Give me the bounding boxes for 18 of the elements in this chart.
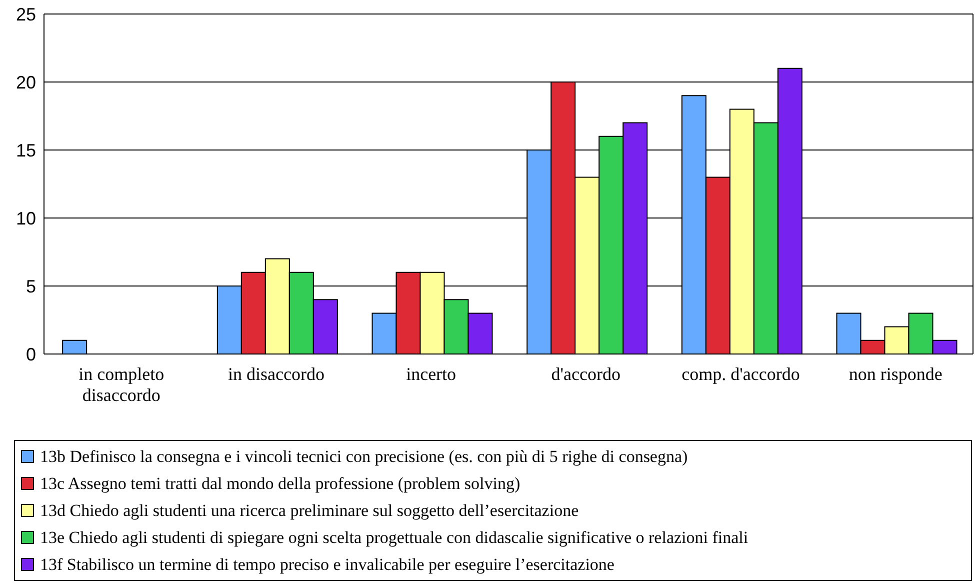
y-tick-label: 10 <box>16 208 36 228</box>
y-tick-label: 5 <box>26 276 36 296</box>
x-tick-label: in disaccordo <box>228 364 324 384</box>
legend-label: 13d Chiedo agli studenti una ricerca preliminare sul soggetto dell’esercitazione <box>40 500 579 522</box>
y-tick-label: 15 <box>16 140 36 160</box>
y-tick-label: 25 <box>16 4 36 24</box>
x-tick-label: non risponde <box>848 364 942 384</box>
y-tick-label: 0 <box>26 344 36 364</box>
legend-label: 13c Assegno temi tratti dal mondo della professione (problem solving) <box>40 473 520 495</box>
x-tick-label: d'accordo <box>551 364 621 384</box>
legend-label: 13e Chiedo agli studenti di spiegare ogni scelta progettuale con didascalie significative o relazioni finali <box>40 527 748 549</box>
legend-label: 13b Definisco la consegna e i vincoli tecnici con precisione (es. con più di 5 righe di consegna) <box>40 446 688 468</box>
legend-label: 13f Stabilisco un termine di tempo preciso e invalicabile per eseguire l’esercitazione <box>40 554 614 576</box>
x-tick-label: incerto <box>406 364 456 384</box>
x-tick-label: in completo disaccordo <box>78 364 164 405</box>
bar <box>62 340 88 354</box>
y-tick-label: 20 <box>16 72 36 92</box>
x-tick-label: comp. d'accordo <box>682 364 800 384</box>
